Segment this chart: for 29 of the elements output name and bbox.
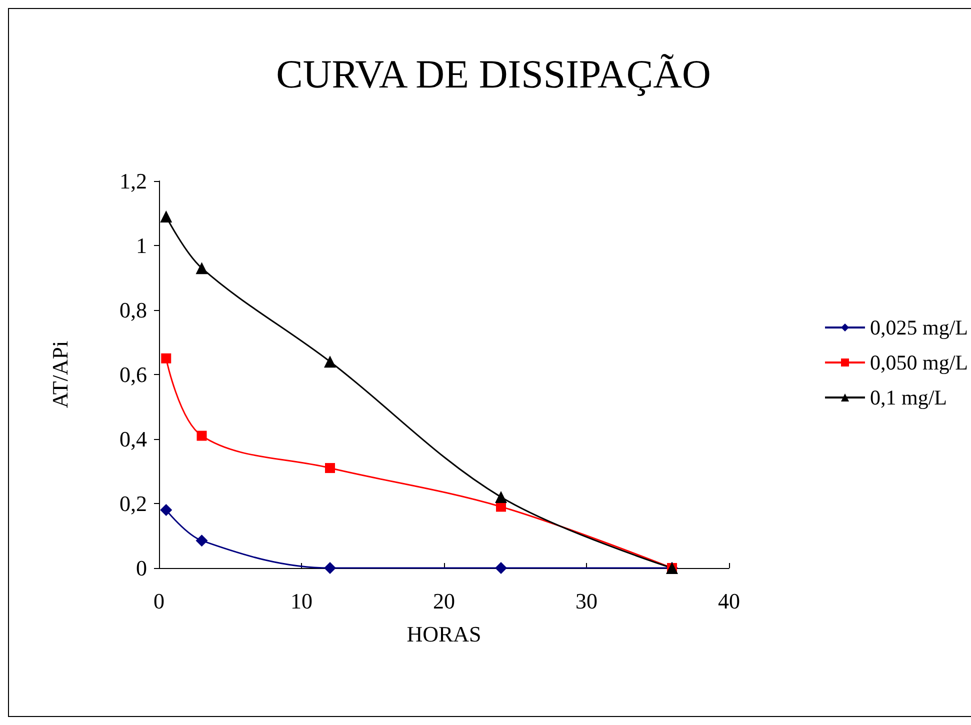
- point: [495, 562, 507, 574]
- y-tick-label: 0,2: [120, 491, 147, 516]
- y-tick-label: 0,4: [120, 426, 147, 452]
- legend-label: 0,050 mg/L: [870, 350, 968, 374]
- point: [161, 353, 172, 364]
- x-tick-label: 30: [576, 588, 598, 614]
- point: [196, 430, 207, 441]
- y-axis-title: AT/APi: [48, 340, 72, 408]
- y-tick-label: 1: [136, 233, 147, 258]
- point: [324, 562, 336, 574]
- point: [160, 210, 172, 222]
- point: [196, 534, 208, 547]
- legend-label: 0,025 mg/L: [870, 316, 968, 340]
- x-tick-label: 40: [718, 588, 740, 614]
- x-axis-title: HORAS: [406, 622, 482, 646]
- point: [196, 262, 208, 274]
- point: [325, 463, 335, 474]
- x-tick-label: 10: [290, 588, 312, 614]
- x-tick-label: 20: [433, 588, 455, 614]
- x-tick-label: 0: [154, 588, 164, 614]
- y-tick-label: 0,8: [120, 298, 147, 322]
- y-tick-label: 1,2: [120, 168, 147, 194]
- chart-title: CURVA DE DISSIPAÇÃO: [276, 52, 711, 96]
- point: [160, 504, 172, 516]
- legend-label: 0,1 mg/L: [870, 386, 948, 410]
- point: [324, 356, 336, 368]
- point: [495, 491, 507, 504]
- y-tick-label: 0: [136, 556, 147, 580]
- y-tick-label: 0,6: [120, 362, 147, 387]
